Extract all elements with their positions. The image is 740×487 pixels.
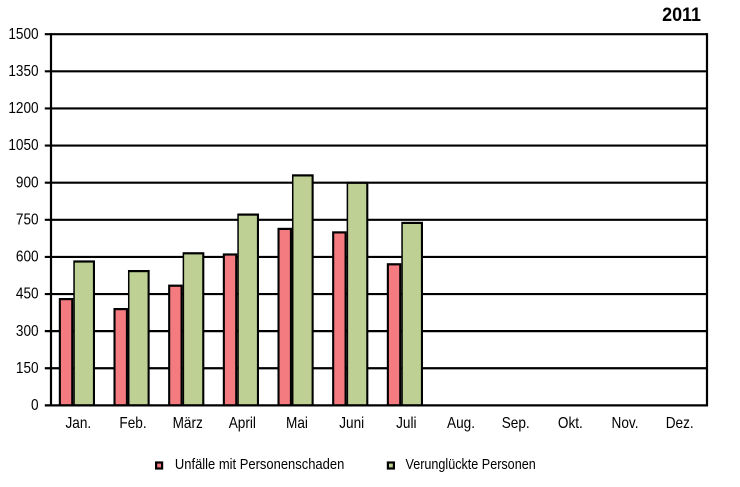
svg-text:1200: 1200	[8, 100, 38, 117]
svg-text:1050: 1050	[8, 137, 38, 154]
svg-text:2011: 2011	[662, 3, 701, 25]
svg-text:900: 900	[16, 174, 39, 191]
svg-text:Unfälle mit Personenschaden: Unfälle mit Personenschaden	[175, 456, 344, 473]
svg-text:Mai: Mai	[286, 415, 308, 432]
svg-text:Sep.: Sep.	[502, 415, 530, 432]
svg-text:0: 0	[31, 397, 39, 414]
svg-text:April: April	[229, 415, 256, 432]
svg-text:März: März	[173, 415, 203, 432]
svg-text:Verunglückte Personen: Verunglückte Personen	[406, 456, 536, 473]
svg-text:Feb.: Feb.	[119, 415, 146, 432]
svg-text:Nov.: Nov.	[612, 415, 639, 432]
svg-text:Jan.: Jan.	[65, 415, 91, 432]
svg-text:Aug.: Aug.	[447, 415, 475, 432]
svg-text:Okt.: Okt.	[558, 415, 583, 432]
svg-text:Dez.: Dez.	[666, 415, 694, 432]
svg-text:Juli: Juli	[396, 415, 416, 432]
svg-text:1500: 1500	[8, 26, 38, 43]
svg-text:150: 150	[16, 360, 39, 377]
svg-text:450: 450	[16, 286, 39, 303]
svg-text:1350: 1350	[8, 63, 38, 80]
svg-text:Juni: Juni	[339, 415, 364, 432]
svg-text:300: 300	[16, 323, 39, 340]
svg-text:750: 750	[16, 211, 39, 228]
svg-text:600: 600	[16, 249, 39, 266]
